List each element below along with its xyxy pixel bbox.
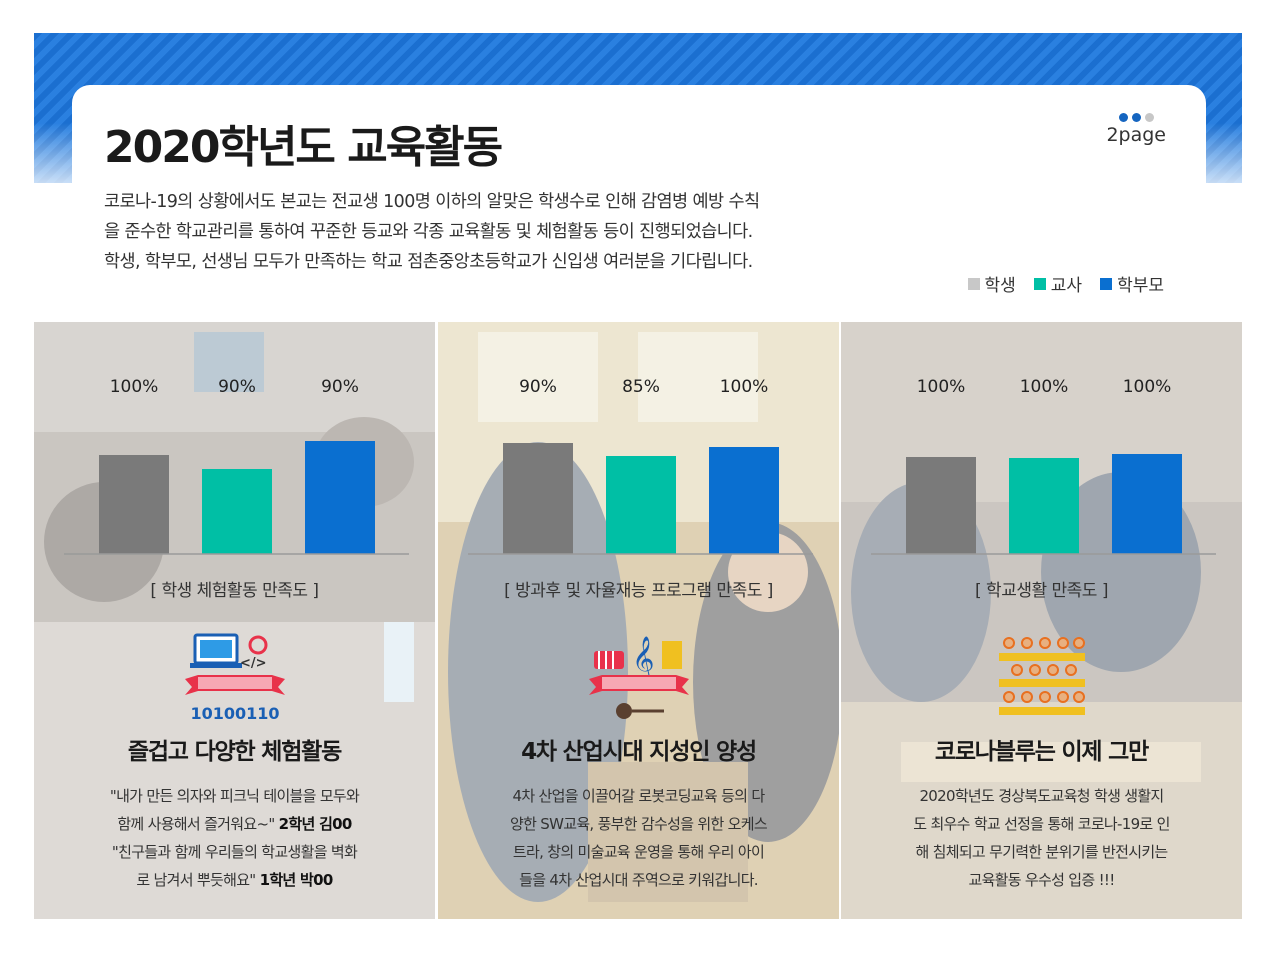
bar-value-label: 85%: [622, 377, 660, 397]
body-line: 트라, 창의 미술교육 운영을 통해 우리 아이: [512, 843, 765, 861]
svg-text:</>: </>: [240, 656, 267, 671]
panel-heading: 코로나블루는 이제 그만: [934, 739, 1149, 765]
body-line: 해 침체되고 무기력한 분위기를 반전시키는: [915, 843, 1168, 861]
binary-text: 10100110: [190, 704, 279, 723]
panel-afterschool: 90% 85% 100% [ 방과후 및 자율재능 프로그램 만족도 ] 𝄞 4차 …: [438, 322, 839, 919]
bar-student: [503, 443, 573, 554]
page-indicator: 2page: [1106, 113, 1166, 146]
bar-value-label: 90%: [519, 377, 557, 397]
bar-value-label: 100%: [110, 377, 159, 397]
page-number: 2page: [1106, 124, 1166, 146]
bar-student: [99, 455, 169, 554]
legend-swatch: [967, 277, 980, 290]
bar-student: [906, 457, 976, 554]
page-dots: [1106, 113, 1166, 122]
bar-value-label: 90%: [321, 377, 359, 397]
intro-line: 코로나-19의 상황에서도 본교는 전교생 100명 이하의 알맞은 학생수로 …: [104, 192, 760, 212]
legend-item-parent: 학부모: [1100, 271, 1164, 296]
bar-value-label: 100%: [917, 377, 966, 397]
body-line: 교육활동 우수성 입증 !!!: [968, 871, 1115, 889]
bar-teacher: [202, 469, 272, 554]
intro-line: 을 준수한 학교관리를 통하여 꾸준한 등교와 각종 교육활동 및 체험활동 등…: [104, 222, 753, 242]
panel-body: "내가 만든 의자와 피크닉 테이블을 모두와 함께 사용해서 즐거워요~" 2…: [74, 782, 395, 894]
body-line: "내가 만든 의자와 피크닉 테이블을 모두와: [109, 787, 360, 805]
legend-item-teacher: 교사: [1033, 271, 1083, 296]
bar-parent: [1112, 454, 1182, 554]
page-dot-1: [1118, 113, 1128, 122]
page-dot-2: [1131, 113, 1141, 122]
body-line: 도 최우수 학교 선정을 통해 코로나-19로 인: [913, 815, 1170, 833]
panel-body: 4차 산업을 이끌어갈 로봇코딩교육 등의 다 양한 SW교육, 풍부한 감수성…: [478, 782, 799, 894]
body-line: 2020학년도 경상북도교육청 학생 생활지: [919, 787, 1164, 805]
bar-value-label: 90%: [218, 377, 256, 397]
legend-item-student: 학생: [967, 271, 1016, 296]
slide: 2020학년도 교육활동 2page 코로나-19의 상황에서도 본교는 전교생…: [34, 33, 1242, 919]
header-card: [72, 85, 1206, 335]
legend-label: 교사: [1050, 276, 1083, 296]
audience-seats-icon: [998, 637, 1085, 715]
bar-parent: [709, 447, 779, 554]
body-line: 함께 사용해서 즐거워요~" 2학년 김00: [117, 815, 352, 833]
legend-label: 학생: [984, 276, 1016, 296]
bar-chart: 100% 100% 100%: [871, 377, 1216, 555]
body-line: 들을 4차 산업시대 주역으로 키워갑니다.: [519, 871, 758, 889]
legend-label: 학부모: [1117, 276, 1164, 296]
intro-line: 학생, 학부모, 선생님 모두가 만족하는 학교 점촌중앙초등학교가 신입생 여…: [104, 252, 753, 272]
bar-value-label: 100%: [1123, 377, 1172, 397]
body-line: 4차 산업을 이끌어갈 로봇코딩교육 등의 다: [512, 787, 766, 805]
legend-swatch: [1100, 277, 1113, 290]
music-instruments-icon: 𝄞: [588, 636, 689, 719]
bar-chart: 90% 85% 100%: [468, 377, 813, 555]
panel-heading: 즐겁고 다양한 체험활동: [127, 739, 342, 765]
bar-value-label: 100%: [720, 377, 769, 397]
legend-swatch: [1033, 277, 1046, 290]
page-title: 2020학년도 교육활동: [104, 122, 503, 173]
bar-teacher: [1009, 458, 1079, 554]
page-dot-3: [1144, 113, 1154, 122]
body-line: 양한 SW교육, 풍부한 감수성을 위한 오케스: [510, 815, 768, 833]
body-line: 로 남겨서 뿌듯해요" 1학년 박00: [136, 871, 333, 889]
svg-text:𝄞: 𝄞: [632, 636, 654, 682]
bar-teacher: [606, 456, 676, 554]
panel-body: 2020학년도 경상북도교육청 학생 생활지 도 최우수 학교 선정을 통해 코…: [881, 782, 1202, 894]
intro-text: 코로나-19의 상황에서도 본교는 전교생 100명 이하의 알맞은 학생수로 …: [104, 187, 904, 277]
bar-parent: [305, 441, 375, 554]
chart-title: [ 방과후 및 자율재능 프로그램 만족도 ]: [504, 581, 773, 601]
chart-title: [ 학생 체험활동 만족도 ]: [150, 581, 319, 601]
panel-schoollife: 100% 100% 100% [ 학교생활 만족도 ] 코로나블루는 이제 그만 2…: [841, 322, 1242, 919]
chart-legend: 학생 교사 학부모: [967, 271, 1164, 296]
panel-experience: 100% 90% 90% [ 학생 체험활동 만족도 ] </> 10100110 …: [34, 322, 435, 919]
bar-chart: 100% 90% 90%: [64, 377, 409, 555]
bar-value-label: 100%: [1020, 377, 1069, 397]
panel-heading: 4차 산업시대 지성인 양성: [521, 739, 757, 765]
body-line: "친구들과 함께 우리들의 학교생활을 벽화: [111, 843, 358, 861]
chart-title: [ 학교생활 만족도 ]: [975, 581, 1108, 601]
coding-laptop-icon: </> 10100110: [184, 633, 285, 723]
